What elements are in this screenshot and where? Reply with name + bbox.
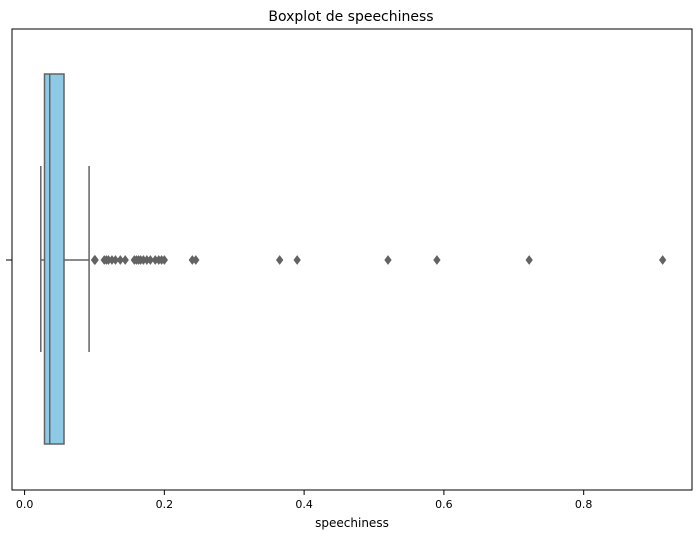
- outlier-point: [111, 255, 120, 265]
- x-axis: 0.0 0.2 0.4 0.6 0.8: [16, 490, 593, 511]
- outlier-point: [116, 255, 124, 265]
- x-tick-label: 0.6: [435, 498, 453, 511]
- x-tick-label: 0.0: [16, 498, 34, 511]
- outlier-point: [384, 255, 392, 265]
- outlier-point: [146, 255, 155, 265]
- outlier-point: [121, 255, 129, 265]
- outlier-point: [192, 255, 200, 265]
- plot-marks: [40, 73, 667, 445]
- x-tick-label: 0.2: [156, 498, 174, 511]
- x-axis-label: speechiness: [315, 516, 389, 530]
- x-tick-label: 0.8: [575, 498, 593, 511]
- outlier-point: [433, 255, 441, 265]
- outlier-point: [293, 255, 301, 265]
- x-tick-label: 0.4: [295, 498, 313, 511]
- outlier-point: [160, 255, 169, 265]
- box-iqr: [43, 73, 65, 445]
- outlier-point: [525, 255, 533, 265]
- outlier-point: [276, 255, 284, 265]
- outlier-point: [91, 255, 99, 265]
- outlier-point: [658, 255, 667, 265]
- chart-title: Boxplot de speechiness: [268, 9, 433, 25]
